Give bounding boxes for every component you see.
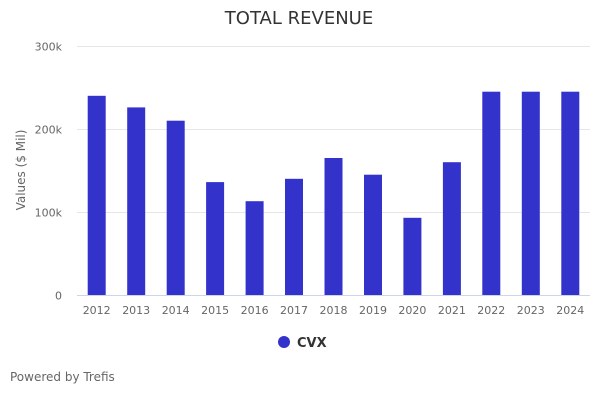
x-tick-label: 2018	[320, 304, 348, 317]
x-tick-label: 2019	[359, 304, 387, 317]
bar-2019[interactable]	[364, 174, 382, 295]
y-axis-label: Values ($ Mil)	[14, 130, 28, 211]
bar-2015[interactable]	[206, 182, 225, 295]
x-tick-label: 2024	[556, 304, 584, 317]
x-tick-label: 2020	[398, 304, 426, 317]
legend-item-cvx[interactable]: CVX	[278, 336, 327, 351]
bar-2016[interactable]	[245, 201, 264, 295]
y-tick-label: 100k	[35, 207, 63, 220]
bar-2018[interactable]	[324, 158, 343, 295]
x-axis-ticks: 2012 2013 2014 2015 2016 2017 2018 2019 2020 2021…	[83, 304, 585, 317]
bar-2023[interactable]	[521, 91, 540, 295]
bar-2020[interactable]	[403, 217, 422, 295]
bar-2021[interactable]	[442, 162, 461, 295]
bar-2013[interactable]	[127, 107, 146, 296]
x-tick-label: 2022	[477, 304, 505, 317]
legend-marker	[278, 336, 290, 348]
chart-title: TOTAL REVENUE	[224, 8, 373, 29]
x-tick-label: 2016	[241, 304, 269, 317]
bars	[87, 91, 580, 296]
y-tick-label: 200k	[35, 124, 63, 137]
legend-label: CVX	[297, 336, 327, 351]
bar-2012[interactable]	[87, 95, 106, 295]
bar-2024[interactable]	[561, 91, 580, 295]
bar-2014[interactable]	[166, 120, 185, 295]
x-tick-label: 2012	[83, 304, 111, 317]
x-tick-label: 2013	[122, 304, 150, 317]
bar-2022[interactable]	[482, 91, 501, 295]
y-tick-label: 0	[55, 290, 62, 303]
x-tick-label: 2015	[201, 304, 229, 317]
bar-2017[interactable]	[285, 178, 303, 295]
x-tick-label: 2017	[280, 304, 308, 317]
x-tick-label: 2014	[162, 304, 190, 317]
y-axis-ticks: 0 100k 200k 300k	[35, 41, 63, 303]
x-tick-label: 2023	[517, 304, 545, 317]
y-tick-label: 300k	[35, 41, 63, 54]
credit-text: Powered by Trefis	[10, 370, 115, 384]
x-tick-label: 2021	[438, 304, 466, 317]
